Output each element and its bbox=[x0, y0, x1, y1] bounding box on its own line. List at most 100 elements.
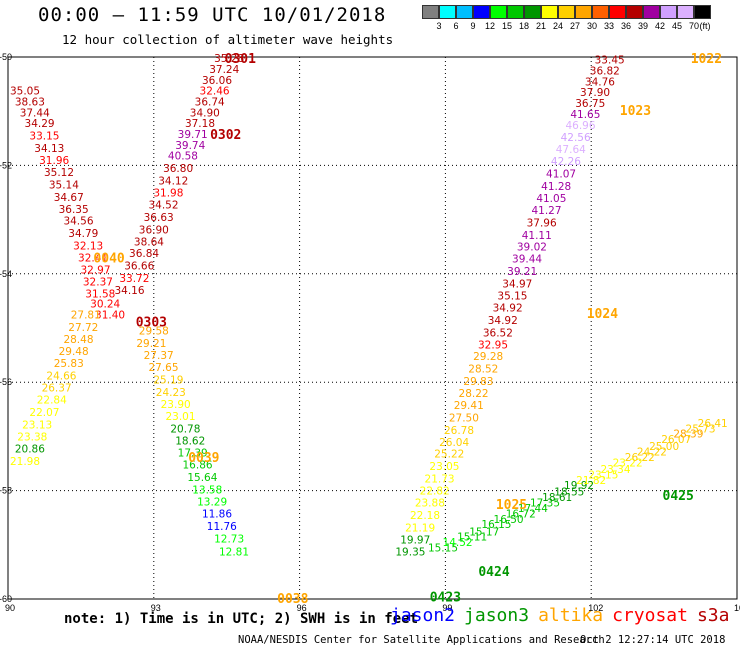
colorbar-swatch bbox=[609, 5, 626, 19]
wave-height-value: 33.72 bbox=[119, 273, 149, 285]
wave-height-value: 36.06 bbox=[202, 75, 232, 87]
wave-height-value: 39.02 bbox=[517, 242, 547, 254]
wave-height-value: 37.24 bbox=[209, 64, 239, 76]
wave-height-value: 11.86 bbox=[202, 508, 232, 520]
wave-height-value: 29.28 bbox=[473, 351, 503, 363]
footer-timestamp: Oct 2 12:27:14 UTC 2018 bbox=[580, 634, 726, 646]
wave-height-value: 12.81 bbox=[219, 546, 249, 558]
wave-height-value: 30.24 bbox=[90, 299, 120, 311]
pass-time-label: 1022 bbox=[691, 52, 722, 67]
colorbar-swatch bbox=[592, 5, 609, 19]
wave-height-value: 29.58 bbox=[139, 326, 169, 338]
wave-height-value: 15.11 bbox=[457, 532, 487, 544]
wave-height-value: 34.29 bbox=[25, 118, 55, 130]
pass-time-label: 0423 bbox=[430, 590, 461, 605]
colorbar-label: 39 bbox=[637, 21, 649, 31]
pass-time-label: 0301 bbox=[225, 52, 256, 67]
wave-height-value: 27.37 bbox=[144, 350, 174, 362]
wave-height-value: 41.05 bbox=[536, 193, 566, 205]
wave-height-value: 17.39 bbox=[178, 448, 208, 460]
colorbar-label: 6 bbox=[453, 21, 459, 31]
colorbar-swatch bbox=[490, 5, 507, 19]
satellite-legend-cryosat: cryosat bbox=[612, 605, 688, 626]
x-tick-label: 96 bbox=[297, 603, 307, 613]
wave-height-value: 15.17 bbox=[469, 526, 499, 538]
wave-height-value: 15.15 bbox=[428, 543, 458, 555]
wave-height-value: 34.13 bbox=[34, 143, 64, 155]
map-frame bbox=[7, 56, 738, 600]
wave-height-value: 41.11 bbox=[522, 230, 552, 242]
pass-time-label: 0302 bbox=[210, 128, 241, 143]
colorbar-swatch bbox=[507, 5, 524, 19]
wave-height-value: 42.56 bbox=[561, 132, 591, 144]
wave-height-value: 34.97 bbox=[502, 279, 532, 291]
colorbar-label: 24 bbox=[552, 21, 564, 31]
satellite-legend-s3a: s3a bbox=[696, 605, 730, 626]
wave-height-value: 22.07 bbox=[29, 407, 59, 419]
wave-height-value: 26.41 bbox=[698, 418, 728, 430]
colorbar-swatch bbox=[541, 5, 558, 19]
colorbar-swatch bbox=[439, 5, 456, 19]
wave-height-value: 28.39 bbox=[673, 429, 703, 441]
wave-height-value: 31.98 bbox=[153, 188, 183, 200]
wave-height-value: 31.40 bbox=[95, 309, 125, 321]
note-text: note: 1) Time is in UTC; 2) SWH is in fe… bbox=[64, 611, 419, 627]
wave-height-value: 34.52 bbox=[148, 199, 178, 211]
colorbar-swatch bbox=[473, 5, 490, 19]
wave-height-value: 37.44 bbox=[20, 107, 50, 119]
wave-height-value: 35.14 bbox=[49, 179, 79, 191]
wave-height-value: 17.35 bbox=[530, 498, 560, 510]
wave-height-value: 22.84 bbox=[37, 395, 67, 407]
wave-height-value: 21.82 bbox=[576, 475, 606, 487]
wave-height-value: 41.27 bbox=[531, 205, 561, 217]
colorbar-unit: (ft) bbox=[699, 21, 711, 31]
wave-height-value: 28.52 bbox=[468, 364, 498, 376]
wave-height-value: 27.81 bbox=[71, 309, 101, 321]
wave-height-value: 32.37 bbox=[83, 276, 113, 288]
wave-height-value: 41.07 bbox=[546, 169, 576, 181]
wave-height-value: 39.74 bbox=[175, 140, 205, 152]
wave-height-value: 23.01 bbox=[165, 411, 195, 423]
wave-height-value: 24.23 bbox=[156, 387, 186, 399]
wave-height-value: 34.79 bbox=[68, 228, 98, 240]
colorbar-swatch bbox=[643, 5, 660, 19]
wave-height-value: 29.83 bbox=[463, 376, 493, 388]
colorbar-swatch bbox=[456, 5, 473, 19]
wave-height-value: 23.38 bbox=[17, 431, 47, 443]
wave-height-value: 17.44 bbox=[518, 503, 548, 515]
wave-height-value: 16.86 bbox=[183, 460, 213, 472]
wave-height-value: 28.48 bbox=[63, 334, 93, 346]
wave-height-value: 33.45 bbox=[595, 55, 625, 67]
satellite-legend-jason3: jason3 bbox=[464, 605, 530, 626]
wave-height-value: 28.22 bbox=[459, 388, 489, 400]
wave-height-value: 35.15 bbox=[497, 290, 527, 302]
x-tick-label: 99 bbox=[442, 603, 452, 613]
wave-height-value: 36.80 bbox=[163, 163, 193, 175]
wave-height-value: 41.28 bbox=[541, 181, 571, 193]
wave-height-value: 19.97 bbox=[400, 534, 430, 546]
colorbar-swatch bbox=[558, 5, 575, 19]
wave-height-value: 39.21 bbox=[507, 266, 537, 278]
wave-height-value: 18.61 bbox=[542, 492, 572, 504]
colorbar-swatch bbox=[575, 5, 592, 19]
pass-time-label: 0039 bbox=[188, 451, 219, 466]
wave-height-value: 46.96 bbox=[565, 120, 595, 132]
wave-height-value: 37.96 bbox=[527, 217, 557, 229]
y-tick-label: -54 bbox=[0, 269, 12, 279]
wave-height-value: 22.82 bbox=[420, 486, 450, 498]
wave-height-value: 19.35 bbox=[395, 546, 425, 558]
wave-height-value: 24.22 bbox=[637, 447, 667, 459]
wave-height-value: 27.65 bbox=[148, 362, 178, 374]
wave-height-value: 18.62 bbox=[175, 436, 205, 448]
wave-height-value: 32.97 bbox=[80, 264, 110, 276]
wave-height-value: 23.34 bbox=[600, 464, 630, 476]
colorbar-label: 18 bbox=[518, 21, 530, 31]
wave-height-value: 27.50 bbox=[449, 412, 479, 424]
footer-credit: NOAA/NESDIS Center for Satellite Applica… bbox=[238, 634, 605, 646]
colorbar-swatch bbox=[694, 5, 711, 19]
wave-height-value: 26.04 bbox=[439, 437, 469, 449]
pass-time-label: 0040 bbox=[93, 252, 124, 267]
y-tick-label: -52 bbox=[0, 160, 12, 170]
satellite-legend-jason2: jason2 bbox=[390, 605, 456, 626]
